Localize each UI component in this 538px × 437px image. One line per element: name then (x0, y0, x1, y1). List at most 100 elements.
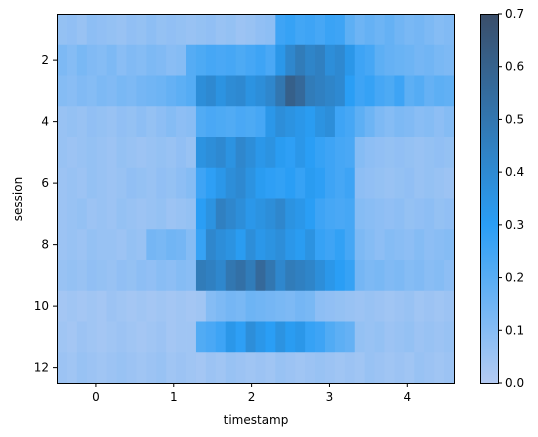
heatmap-cell (66, 260, 78, 292)
heatmap-cell (384, 352, 395, 384)
heatmap-cell (136, 137, 147, 169)
heatmap-cell (116, 321, 127, 353)
heatmap-cell (205, 167, 217, 199)
heatmap-cell (414, 198, 425, 230)
heatmap-cell (444, 352, 455, 384)
heatmap-cell (255, 167, 266, 199)
heatmap-cell (166, 137, 177, 169)
heatmap-cell (225, 352, 237, 384)
heatmap-cell (324, 352, 336, 384)
heatmap-cell (57, 167, 68, 199)
heatmap-cell (344, 14, 356, 46)
heatmap-cell (315, 14, 326, 46)
heatmap-cell (116, 229, 127, 261)
heatmap-cell (315, 198, 326, 230)
heatmap-cell (384, 260, 395, 292)
heatmap-cell (136, 106, 147, 138)
colorbar-frame (480, 14, 499, 384)
heatmap-cell (275, 260, 286, 292)
heatmap-cell (364, 106, 375, 138)
y-tick-label: 6 (41, 176, 49, 190)
heatmap-cell (354, 352, 366, 384)
heatmap-cell (225, 137, 237, 169)
heatmap-cell (76, 198, 88, 230)
heatmap-cell (374, 198, 385, 230)
heatmap-cell (66, 352, 78, 384)
heatmap-cell (404, 290, 415, 322)
colorbar-tick-label: 0.7 (505, 7, 524, 21)
heatmap-cell (225, 106, 237, 138)
heatmap-cell (166, 167, 177, 199)
heatmap-cell (106, 75, 117, 107)
heatmap-cell (186, 352, 197, 384)
heatmap-cell (176, 75, 187, 107)
heatmap-cell (305, 14, 316, 46)
heatmap-cell (364, 260, 375, 292)
heatmap-cell (215, 198, 227, 230)
heatmap-cell (66, 137, 78, 169)
heatmap-cell (76, 106, 88, 138)
heatmap-cell (205, 14, 217, 46)
heatmap-cell (195, 321, 207, 353)
heatmap-cell (116, 44, 127, 76)
heatmap-cell (414, 106, 425, 138)
heatmap-cell (186, 44, 197, 76)
heatmap-cell (364, 44, 375, 76)
heatmap-cell (394, 75, 405, 107)
heatmap-cell (434, 137, 445, 169)
heatmap-cell (324, 75, 336, 107)
heatmap-cell (86, 137, 98, 169)
heatmap-cell (126, 167, 137, 199)
heatmap-cell (364, 137, 375, 169)
heatmap-cell (156, 137, 167, 169)
heatmap-cell (245, 260, 256, 292)
heatmap-cell (146, 14, 157, 46)
heatmap-cell (86, 290, 98, 322)
heatmap-cell (275, 321, 286, 353)
y-tick-label: 4 (41, 115, 49, 129)
y-tick-label: 12 (34, 361, 49, 375)
heatmap-cells (57, 14, 455, 384)
heatmap-cell (136, 260, 147, 292)
heatmap-cell (444, 167, 455, 199)
heatmap-cell (354, 167, 366, 199)
heatmap-cell (245, 106, 256, 138)
heatmap-cell (76, 14, 88, 46)
heatmap-cell (305, 352, 316, 384)
heatmap-cell (364, 229, 375, 261)
heatmap-cell (126, 321, 137, 353)
heatmap-cell (96, 352, 108, 384)
heatmap-cell (444, 44, 455, 76)
heatmap-cell (176, 260, 187, 292)
heatmap-cell (364, 352, 375, 384)
heatmap-cell (285, 229, 296, 261)
heatmap-cell (424, 75, 435, 107)
heatmap-cell (66, 198, 78, 230)
heatmap-cell (374, 260, 385, 292)
heatmap-cell (245, 75, 256, 107)
heatmap-cell (374, 44, 385, 76)
heatmap-cell (166, 198, 177, 230)
heatmap-cell (324, 229, 336, 261)
heatmap-cell (255, 137, 266, 169)
heatmap-cell (156, 321, 167, 353)
heatmap-cell (364, 14, 375, 46)
colorbar-tick-label: 0.5 (505, 112, 524, 126)
heatmap-cell (205, 44, 217, 76)
heatmap-cell (57, 106, 68, 138)
heatmap-cell (424, 321, 435, 353)
heatmap-cell (116, 352, 127, 384)
heatmap-cell (444, 106, 455, 138)
heatmap-cell (404, 229, 415, 261)
heatmap-cell (315, 167, 326, 199)
heatmap-cell (305, 198, 316, 230)
heatmap-cell (66, 106, 78, 138)
heatmap-cell (374, 75, 385, 107)
heatmap-cell (295, 321, 306, 353)
heatmap-cell (176, 44, 187, 76)
heatmap-cell (344, 137, 356, 169)
heatmap-cell (86, 14, 98, 46)
heatmap-cell (106, 137, 117, 169)
heatmap-cell (186, 14, 197, 46)
heatmap-cell (195, 290, 207, 322)
